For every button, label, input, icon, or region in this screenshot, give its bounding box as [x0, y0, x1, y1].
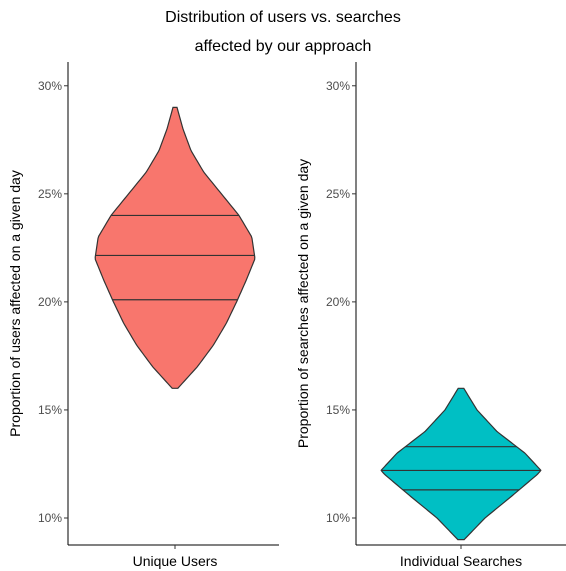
panel-searches: 10% 15% 20% 25% 30% Individual Searches Propor… — [295, 62, 566, 569]
y-tick-label: 15% — [326, 403, 350, 417]
y-axis-title-users: Proportion of users affected on a given … — [7, 170, 23, 437]
y-tick-label: 30% — [38, 79, 62, 93]
violin-users — [94, 106, 256, 389]
x-category-label-users: Unique Users — [133, 553, 218, 569]
violin-searches — [380, 387, 542, 541]
panel-users: 10% 15% 20% 25% 30% Unique Users Proportion of… — [7, 62, 279, 569]
y-tick-label: 30% — [326, 79, 350, 93]
chart-title-line-1: Distribution of users vs. searches — [165, 9, 401, 26]
y-tick-label: 25% — [326, 187, 350, 201]
y-axis-title-searches: Proportion of searches affected on a giv… — [295, 159, 311, 448]
y-tick-label: 10% — [326, 511, 350, 525]
chart-title-line-2: affected by our approach — [195, 38, 372, 55]
y-tick-label: 25% — [38, 187, 62, 201]
y-tick-label: 10% — [38, 511, 62, 525]
chart-panels: 10% 15% 20% 25% 30% Unique Users Proportion of… — [7, 62, 566, 569]
x-category-label-searches: Individual Searches — [400, 553, 522, 569]
y-tick-label: 20% — [326, 295, 350, 309]
y-tick-label: 15% — [38, 403, 62, 417]
y-tick-label: 20% — [38, 295, 62, 309]
